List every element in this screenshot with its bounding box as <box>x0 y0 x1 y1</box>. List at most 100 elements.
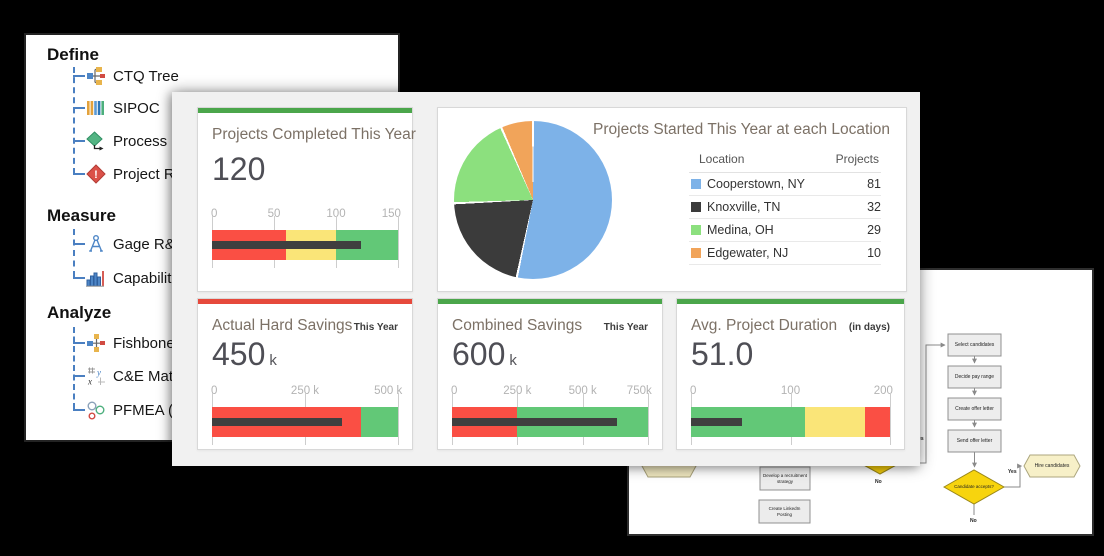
bullet-axis: 0 100 200 <box>690 385 893 401</box>
pie-legend: Location Projects Cooperstown, NY 81 Kno… <box>689 152 881 265</box>
flow-decision-candidate-accepts <box>942 469 1006 505</box>
bullet-value-bar <box>452 418 617 426</box>
tree-section-analyze: Analyze <box>47 303 112 322</box>
axis-tick-label: 0 <box>211 208 218 220</box>
axis-tick-label: 200 <box>873 385 893 397</box>
bullet-range-segment <box>865 407 890 437</box>
tree-connector-line <box>73 342 85 344</box>
card-period-label: This Year <box>353 322 398 333</box>
tree-item-label: SIPOC <box>113 99 160 117</box>
flow-no-label: No <box>970 518 977 524</box>
axis-tick-label: 50 <box>267 208 281 220</box>
tree-item-ctq-tree[interactable]: CTQ Tree <box>86 65 179 87</box>
bullet-chart-combined-savings: 0 250 k 500 k 750k <box>451 385 652 445</box>
flow-box-label: Decide pay range <box>954 373 995 380</box>
capability-icon <box>86 271 104 287</box>
legend-label: Edgewater, NJ <box>707 246 789 260</box>
legend-label: Knoxville, TN <box>707 200 781 214</box>
card-period-label: This Year <box>603 322 648 333</box>
tree-item-project-risk[interactable]: ! Project R <box>86 163 175 185</box>
axis-tick-label: 0 <box>690 385 697 397</box>
bullet-band <box>452 393 649 445</box>
tree-connector-line <box>73 375 85 377</box>
axis-tick-label: 0 <box>211 385 218 397</box>
tree-item-process-map[interactable]: Process M <box>86 130 184 152</box>
legend-value: 29 <box>867 223 881 237</box>
flow-box-label: Create LinkedIn Posting <box>768 505 801 517</box>
card-avg-project-duration: Avg. Project Duration (in days) 51.0 0 10… <box>676 298 905 450</box>
ce-matrix-icon: y x <box>87 367 105 386</box>
tree-connector-line <box>73 75 85 77</box>
fishbone-icon <box>87 334 105 352</box>
card-accent-strip <box>677 299 904 304</box>
axis-tick-label: 500 k <box>568 385 597 397</box>
tree-item-ce-matrix[interactable]: y x C&E Matr <box>86 365 178 387</box>
ctq-tree-icon <box>87 67 105 85</box>
tree-item-capability[interactable]: Capabilit <box>86 267 171 289</box>
legend-value: 10 <box>867 246 881 260</box>
card-accent-strip <box>198 108 412 113</box>
bullet-chart-actual-hard-savings: 0 250 k 500 k <box>211 385 402 445</box>
legend-row: Cooperstown, NY 81 <box>689 173 881 196</box>
flow-no-label: No <box>875 479 882 485</box>
tree-item-gage-rr[interactable]: Gage R&R <box>86 233 186 255</box>
legend-header-row: Location Projects <box>689 152 881 173</box>
flow-box-linkedin-posting <box>758 499 811 524</box>
axis-tick-label: 250 k <box>503 385 532 397</box>
pie-chart-title: Projects Started This Year at each Locat… <box>593 121 890 138</box>
axis-gridline <box>398 393 399 445</box>
flow-box-create-offer-letter <box>947 397 1002 421</box>
flow-box-send-offer-letter <box>947 429 1002 453</box>
legend-header-projects: Projects <box>835 152 879 166</box>
bullet-chart-avg-project-duration: 0 100 200 <box>690 385 893 445</box>
legend-swatch <box>691 202 701 212</box>
tree-item-label: Project R <box>113 165 175 183</box>
tree-connector-line <box>73 409 85 411</box>
legend-header-location: Location <box>699 152 745 166</box>
legend-swatch <box>691 225 701 235</box>
tree-connector-line <box>73 67 75 174</box>
tree-item-label: Capabilit <box>113 269 172 287</box>
gage-rr-icon <box>89 235 103 252</box>
card-projects-by-location: Projects Started This Year at each Locat… <box>437 107 907 292</box>
bullet-axis: 0 50 100 150 <box>211 208 401 224</box>
axis-tick-label: 500 k <box>374 385 403 397</box>
tree-connector-line <box>73 327 75 409</box>
tree-item-pfmea[interactable]: PFMEA (F <box>86 399 182 421</box>
flow-box-label: Select candidates <box>954 341 995 348</box>
axis-gridline <box>890 393 891 445</box>
pfmea-icon <box>87 401 105 420</box>
project-risk-icon: ! <box>86 164 106 184</box>
tree-item-sipoc[interactable]: SIPOC <box>86 97 160 119</box>
flow-box-decide-pay-range <box>947 365 1002 389</box>
tree-item-label: Fishbone <box>113 334 175 352</box>
bullet-range-segment <box>360 407 398 437</box>
card-title: Projects Completed This Year <box>212 126 416 143</box>
bullet-axis: 0 250 k 500 k 750k <box>451 385 652 401</box>
legend-swatch <box>691 248 701 258</box>
legend-swatch <box>691 179 701 189</box>
card-combined-savings: Combined Savings This Year 600 k 0 250 k 50… <box>437 298 663 450</box>
tree-item-label: C&E Matr <box>113 367 179 385</box>
kpi-value: 51.0 <box>691 336 754 372</box>
axis-tick-label: 0 <box>451 385 458 397</box>
card-projects-completed: Projects Completed This Year 120 0 50 100 1… <box>197 107 416 292</box>
bullet-chart-projects-completed: 0 50 100 150 <box>211 208 401 268</box>
tree-connector-line <box>73 243 85 245</box>
process-map-icon <box>86 131 104 151</box>
card-title: Actual Hard Savings <box>212 317 353 334</box>
legend-value: 32 <box>867 200 881 214</box>
flow-yes-label: Yes <box>1008 469 1017 475</box>
svg-text:y: y <box>96 368 101 378</box>
sipoc-icon <box>87 101 104 115</box>
tree-item-fishbone[interactable]: Fishbone <box>86 332 175 354</box>
tree-item-label: Process M <box>113 132 184 150</box>
legend-value: 81 <box>867 177 881 191</box>
axis-tick-label: 750k <box>626 385 652 397</box>
card-period-label: (in days) <box>848 322 890 333</box>
legend-label: Medina, OH <box>707 223 774 237</box>
axis-tick-label: 100 <box>780 385 801 397</box>
tree-connector-line <box>73 277 85 279</box>
kpi-value: 450 k <box>212 336 277 372</box>
